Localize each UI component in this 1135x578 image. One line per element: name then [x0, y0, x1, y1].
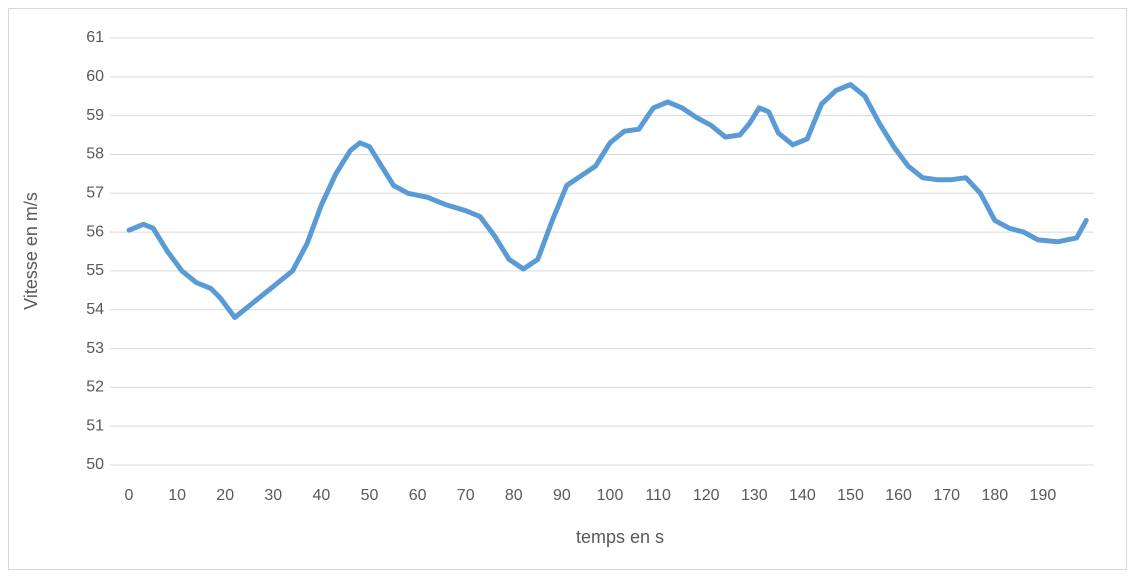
x-tick-label: 70 [457, 487, 475, 504]
x-tick-label: 80 [505, 487, 523, 504]
x-tick-label: 120 [693, 487, 720, 504]
x-tick-label: 0 [125, 487, 134, 504]
y-axis-title: Vitesse en m/s [21, 192, 41, 310]
x-tick-label: 60 [409, 487, 427, 504]
y-tick-label: 52 [86, 379, 104, 396]
x-tick-label: 150 [837, 487, 864, 504]
y-tick-label: 60 [86, 68, 104, 85]
x-tick-label: 160 [885, 487, 912, 504]
x-tick-label: 190 [1030, 487, 1057, 504]
x-tick-label: 30 [264, 487, 282, 504]
y-tick-label: 57 [86, 184, 104, 201]
x-tick-label: 40 [313, 487, 331, 504]
line-series [126, 82, 1089, 320]
x-tick-label: 180 [981, 487, 1008, 504]
x-tick-label: 50 [361, 487, 379, 504]
y-tick-label: 51 [86, 417, 104, 434]
x-tick-label: 170 [933, 487, 960, 504]
x-tick-label: 110 [645, 487, 671, 504]
y-tick-label: 56 [86, 223, 104, 240]
x-tick-label: 10 [168, 487, 186, 504]
y-tick-label: 59 [86, 107, 104, 124]
y-tick-label: 54 [86, 301, 104, 318]
y-tick-label: 55 [86, 262, 104, 279]
chart-border [8, 8, 1127, 570]
y-tick-label: 58 [86, 146, 104, 163]
y-tick-label: 53 [86, 340, 104, 357]
y-tick-label: 61 [86, 29, 104, 46]
x-axis-title: temps en s [576, 527, 664, 547]
x-tick-label: 140 [789, 487, 816, 504]
x-tick-label: 100 [597, 487, 624, 504]
y-tick-label: 50 [86, 456, 104, 473]
x-tick-label: 90 [553, 487, 571, 504]
x-tick-label: 130 [741, 487, 768, 504]
x-tick-label: 20 [216, 487, 234, 504]
